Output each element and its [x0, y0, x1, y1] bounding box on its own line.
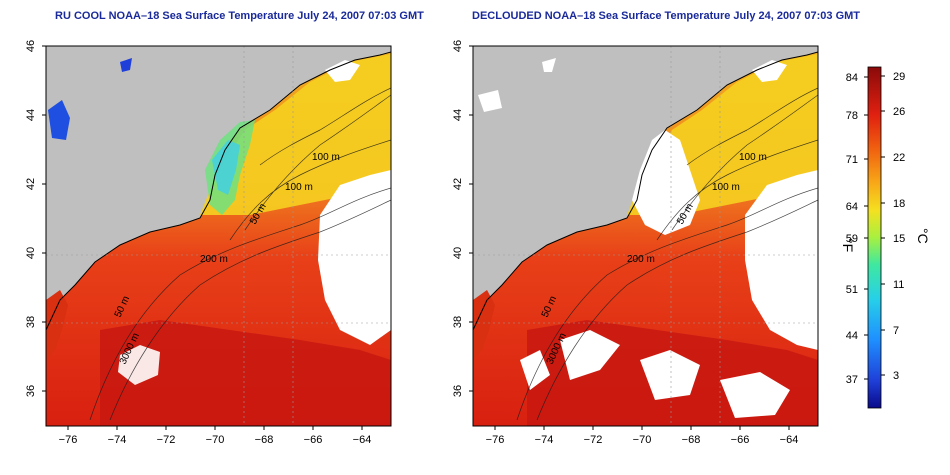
right-map: 100 m 100 m 50 m 200 m 50 m 3000 m [473, 46, 818, 426]
cold-spot-north [120, 58, 132, 72]
left-map-frame [45, 45, 392, 427]
contour-label-100m-a: 100 m [312, 152, 340, 163]
x-tick-label: −70 [206, 434, 225, 446]
colorbar-c-tick-label: 18 [893, 198, 905, 210]
y-tick-label: 46 [452, 40, 464, 52]
x-tick-label: −74 [108, 434, 127, 446]
colorbar-f-tick-label: 84 [846, 72, 858, 84]
colorbar-f-tick-label: 78 [846, 110, 858, 122]
x-tick-label: −76 [486, 434, 505, 446]
x-tick-label: −72 [584, 434, 603, 446]
y-tick-label: 36 [452, 385, 464, 397]
y-tick-label: 40 [25, 247, 37, 259]
x-tick-label: −70 [633, 434, 652, 446]
y-tick-label: 42 [25, 178, 37, 190]
y-tick-label: 42 [452, 178, 464, 190]
left-map: 100 m 100 m 50 m 200 m 50 m 3000 m [46, 46, 391, 426]
x-tick-label: −68 [682, 434, 701, 446]
contour-label-200m: 200 m [200, 254, 228, 265]
isobath-contours [89, 87, 391, 421]
contour-label-200m: 200 m [627, 254, 655, 265]
y-tick-label: 40 [452, 247, 464, 259]
contour-label-100m-b: 100 m [285, 182, 313, 193]
colorbar-c-tick-label: 29 [893, 71, 905, 83]
colorbar-c-tick-label: 11 [893, 279, 904, 291]
x-tick-label: −72 [157, 434, 176, 446]
colorbar-c-tick-label: 7 [893, 325, 899, 337]
x-tick-label: −68 [255, 434, 274, 446]
colorbar-ticks: 84 78 71 64 59 51 44 37 29 26 22 18 15 11 7 3 [846, 71, 906, 386]
contour-label-100m-b: 100 m [712, 182, 740, 193]
chesapeake-bay [473, 290, 495, 360]
cloud-patches-south [520, 330, 790, 418]
colorbar-f-tick-label: 64 [846, 201, 858, 213]
colorbar-f-tick-label: 59 [846, 233, 858, 245]
colorbar-f-tick-label: 51 [846, 284, 858, 296]
cloud-land-nw [478, 58, 556, 112]
ocean-cyan-patch [212, 140, 240, 195]
colorbar-c-tick-label: 26 [893, 106, 905, 118]
cloud-top-right [325, 60, 360, 82]
cloud-top-right [752, 60, 787, 82]
colorbar-c-tick-label: 15 [893, 233, 905, 245]
left-panel-title: RU COOL NOAA–18 Sea Surface Temperature … [55, 10, 424, 22]
y-tick-label: 38 [25, 316, 37, 328]
cloud-east [318, 170, 391, 345]
colorbar-f-label: °F [840, 238, 856, 252]
y-tick-label: 44 [25, 109, 37, 121]
ocean-red-south [100, 320, 391, 426]
cloud-east [745, 170, 818, 350]
contour-label-100m-a: 100 m [739, 152, 767, 163]
coastline [473, 51, 818, 331]
colorbar-c-tick-label: 3 [893, 370, 899, 382]
right-map-frame [472, 45, 819, 427]
y-tick-label: 38 [452, 316, 464, 328]
colorbar [867, 66, 882, 409]
x-tick-label: −66 [731, 434, 750, 446]
colorbar-f-tick-label: 71 [846, 154, 858, 166]
right-axes: −76 −74 −72 −70 −68 −66 −64 46 44 42 40 38 36 [452, 40, 798, 446]
y-tick-label: 36 [25, 385, 37, 397]
y-tick-label: 44 [452, 109, 464, 121]
colorbar-f-tick-label: 37 [846, 374, 858, 386]
coastline [46, 51, 391, 331]
x-tick-label: −64 [780, 434, 799, 446]
cloud-patch-sw [118, 345, 160, 385]
x-tick-label: −74 [535, 434, 554, 446]
cold-coastal-patch [48, 100, 70, 140]
colorbar-c-tick-label: 22 [893, 152, 905, 164]
left-axes: −76 −74 −72 −70 −68 −66 −64 46 44 42 40 38 36 [25, 40, 371, 446]
chesapeake-bay [46, 290, 68, 360]
x-tick-label: −76 [59, 434, 78, 446]
ocean-cool-shelf [200, 54, 391, 215]
y-tick-label: 46 [25, 40, 37, 52]
colorbar-c-label: °C [915, 228, 931, 244]
right-panel-title: DECLOUDED NOAA–18 Sea Surface Temperatur… [472, 10, 861, 22]
isobath-contours [516, 87, 818, 421]
x-tick-label: −66 [304, 434, 323, 446]
colorbar-f-tick-label: 44 [846, 330, 858, 342]
x-tick-label: −64 [353, 434, 372, 446]
